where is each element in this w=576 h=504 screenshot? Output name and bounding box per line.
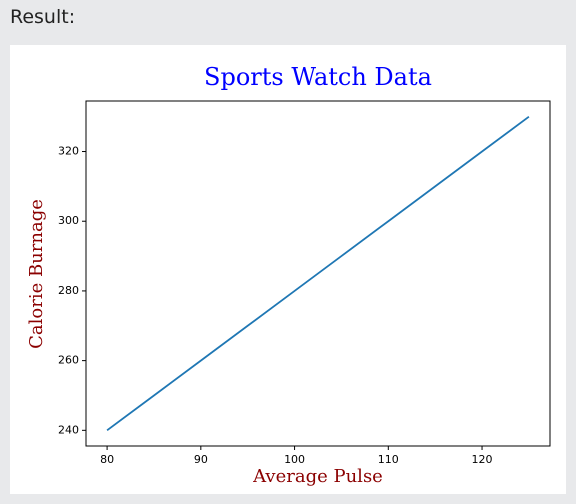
y-tick-label: 260 [58,354,79,367]
result-panel [10,45,566,494]
y-tick-label: 240 [58,423,79,436]
y-axis-label: Calorie Burnage [26,199,47,349]
plot-frame [85,100,551,447]
x-tick-label: 110 [378,453,399,466]
x-tick-label: 120 [472,453,493,466]
y-tick-label: 320 [58,145,79,158]
chart-title: Sports Watch Data [204,63,432,91]
x-tick-label: 80 [100,453,114,466]
y-tick-label: 300 [58,214,79,227]
y-tick-label: 280 [58,284,79,297]
x-tick-label: 90 [194,453,208,466]
x-tick-label: 100 [284,453,305,466]
x-axis-label: Average Pulse [252,466,383,487]
data-line [106,115,530,432]
result-label: Result: [10,6,76,28]
